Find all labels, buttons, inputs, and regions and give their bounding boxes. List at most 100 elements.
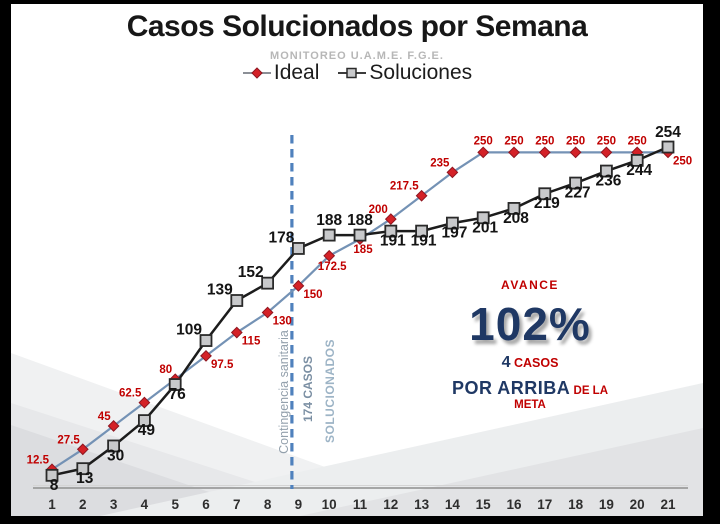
- soluciones-point-label: 178: [269, 229, 295, 246]
- ideal-point-label: 250: [597, 135, 616, 147]
- ideal-point: [446, 166, 459, 179]
- legend-label-ideal: Ideal: [273, 61, 320, 84]
- soluciones-point-label: 139: [207, 282, 233, 299]
- ideal-point-label: 172.5: [318, 261, 347, 273]
- ideal-point-label: 250: [673, 155, 692, 167]
- line-chart: 1 2 3 4 5 6 7 8 9 10 11 12 13 14 15 16 17 18 19 20 2112.527.…: [27, 124, 693, 512]
- soluciones-point-label: 49: [138, 422, 156, 439]
- ideal-point: [107, 420, 120, 432]
- ideal-point: [569, 146, 582, 159]
- ideal-point-label: 80: [159, 364, 172, 376]
- ideal-point: [261, 306, 274, 319]
- ideal-point: [292, 279, 305, 292]
- ideal-point: [200, 349, 212, 362]
- x-tick-label: 13: [414, 497, 430, 512]
- ideal-point-label: 27.5: [57, 434, 80, 446]
- soluciones-point: [569, 176, 582, 190]
- ideal-point-label: 130: [273, 316, 292, 328]
- soluciones-point: [199, 334, 213, 347]
- legend-item-ideal: Ideal: [242, 61, 320, 85]
- ideal-point-label: 200: [369, 204, 388, 216]
- ideal-point-label: 250: [628, 135, 647, 147]
- soluciones-marker-icon: [337, 61, 367, 85]
- ideal-point-label: 12.5: [27, 454, 50, 466]
- ideal-point-label: 45: [98, 411, 111, 423]
- ideal-point: [600, 146, 613, 159]
- soluciones-point: [630, 153, 644, 167]
- ideal-point-label: 250: [474, 135, 493, 147]
- x-tick-label: 6: [202, 497, 210, 512]
- x-tick-label: 3: [110, 497, 118, 512]
- frame-bottom: [0, 516, 720, 524]
- soluciones-point-label: 8: [50, 477, 59, 494]
- ideal-marker-icon: [242, 61, 272, 85]
- ideal-point-label: 150: [303, 289, 322, 301]
- ideal-point: [138, 396, 151, 409]
- soluciones-point: [168, 378, 182, 391]
- x-tick-label: 15: [476, 497, 492, 512]
- soluciones-point-label: 188: [316, 212, 342, 229]
- soluciones-point: [291, 242, 305, 255]
- legend-label-soluciones: Soluciones: [369, 61, 473, 84]
- ideal-point-label: 250: [566, 135, 585, 147]
- contingency-solved-label: SOLUCIONADOS: [323, 339, 337, 444]
- soluciones-point: [600, 164, 613, 178]
- x-tick-label: 19: [599, 497, 614, 512]
- soluciones-point-label: 227: [565, 185, 591, 202]
- ideal-point: [508, 146, 520, 159]
- soluciones-point-label: 152: [238, 264, 264, 281]
- soluciones-point: [76, 462, 90, 476]
- kpi-meta-label: DE LA META: [514, 385, 609, 411]
- soluciones-point: [230, 294, 244, 307]
- kpi-meta: POR ARRIBA DE LA META: [440, 378, 620, 411]
- ideal-point: [538, 146, 551, 159]
- x-tick-label: 11: [353, 497, 368, 512]
- soluciones-point: [353, 228, 367, 242]
- soluciones-point-label: 191: [380, 233, 406, 250]
- soluciones-point: [538, 187, 552, 201]
- ideal-point: [230, 326, 243, 339]
- soluciones-point-label: 30: [107, 447, 124, 464]
- soluciones-point-label: 13: [76, 470, 94, 487]
- frame-top: [0, 0, 720, 4]
- chart-legend: Ideal Soluciones: [11, 61, 703, 85]
- soluciones-point: [107, 439, 120, 453]
- soluciones-point: [507, 202, 521, 215]
- x-tick-label: 9: [295, 497, 303, 512]
- ideal-point: [477, 146, 490, 159]
- ideal-point-label: 217.5: [390, 181, 419, 193]
- ideal-point-label: 185: [353, 244, 373, 256]
- ideal-point: [76, 443, 89, 456]
- soluciones-point-label: 197: [441, 225, 467, 242]
- x-tick-label: 21: [660, 497, 676, 512]
- x-tick-label: 5: [171, 497, 179, 512]
- soluciones-point-label: 236: [595, 173, 621, 190]
- x-tick-label: 10: [322, 497, 337, 512]
- ideal-point-label: 235: [430, 157, 450, 169]
- legend-item-soluciones: Soluciones: [337, 61, 472, 85]
- x-tick-label: 16: [506, 497, 522, 512]
- x-tick-label: 17: [537, 497, 552, 512]
- ideal-point-label: 115: [242, 336, 261, 348]
- kpi-panel: AVANCE 102% 4 CASOS POR ARRIBA DE LA MET…: [440, 278, 620, 411]
- kpi-cases: 4 CASOS: [440, 354, 620, 372]
- page-subtitle: MONITOREO U.A.M.E. F.G.E.: [270, 50, 444, 62]
- contingency-cases-label: 174 CASOS: [301, 355, 315, 423]
- x-tick-label: 8: [264, 497, 272, 512]
- ideal-point-label: 62.5: [119, 388, 142, 400]
- soluciones-point: [476, 211, 490, 225]
- frame-left: [0, 0, 11, 524]
- soluciones-point-label: 109: [176, 322, 202, 339]
- ideal-point-label: 250: [504, 135, 523, 147]
- x-tick-label: 14: [445, 497, 461, 512]
- x-tick-label: 1: [48, 497, 56, 512]
- soluciones-point: [445, 216, 459, 230]
- ideal-point-label: 97.5: [211, 359, 234, 371]
- ideal-point: [323, 249, 336, 262]
- soluciones-point-label: 254: [655, 124, 681, 141]
- kpi-title: AVANCE: [501, 278, 559, 292]
- soluciones-point-label: 188: [347, 212, 373, 229]
- x-tick-label: 7: [233, 497, 241, 512]
- soluciones-point: [322, 228, 336, 242]
